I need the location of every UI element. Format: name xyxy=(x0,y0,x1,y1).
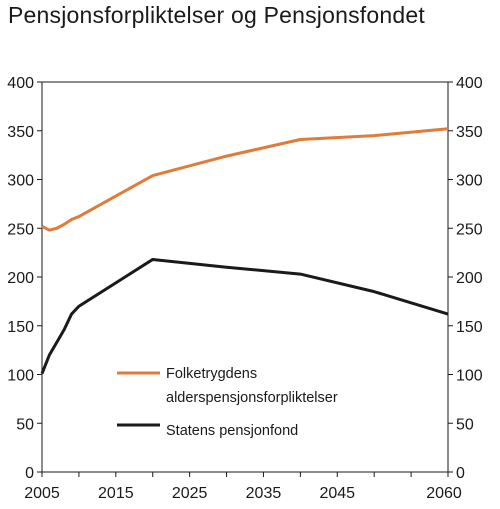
legend: Folketrygdens alderspensjonsforpliktelser… xyxy=(117,366,338,439)
y-tick-label-left: 50 xyxy=(16,416,34,433)
y-tick-label-left: 400 xyxy=(7,75,34,92)
y-tick-label-left: 250 xyxy=(7,221,34,238)
y-tick-label-right: 50 xyxy=(456,416,474,433)
axes: 0 0 50 50 100 100 150 150 200 200 250 250 300 300 350 3… xyxy=(7,75,483,502)
x-tick-label: 2035 xyxy=(246,485,282,502)
legend-label: Statens pensjonfond xyxy=(166,423,298,439)
y-tick-label-right: 100 xyxy=(456,368,483,385)
y-tick-label-left: 100 xyxy=(7,368,34,385)
y-tick-label-right: 150 xyxy=(456,319,483,336)
x-tick-label: 2015 xyxy=(98,485,134,502)
y-tick-label-right: 0 xyxy=(456,465,465,482)
chart-title: Pensjonsforpliktelser og Pensjonsfondet xyxy=(8,2,425,28)
y-tick-label-right: 250 xyxy=(456,221,483,238)
y-tick-label-left: 200 xyxy=(7,270,34,287)
y-tick-label-right: 350 xyxy=(456,124,483,141)
y-tick-label-right: 300 xyxy=(456,173,483,190)
y-tick-label-left: 350 xyxy=(7,124,34,141)
y-tick-label-right: 400 xyxy=(456,75,483,92)
series-line-1 xyxy=(41,127,449,232)
legend-label: alderspensjonsforpliktelser xyxy=(166,390,338,406)
x-tick-label: 2045 xyxy=(319,485,355,502)
x-tick-label: 2025 xyxy=(172,485,208,502)
plot-frame xyxy=(41,81,449,473)
legend-label: Folketrygdens xyxy=(166,366,257,382)
series-line-2 xyxy=(40,257,449,375)
y-tick-label-left: 300 xyxy=(7,173,34,190)
x-tick-label: 2005 xyxy=(24,485,60,502)
y-tick-label-left: 150 xyxy=(7,319,34,336)
series-lines xyxy=(40,127,449,375)
x-tick-label: 2060 xyxy=(426,485,462,502)
y-tick-label-left: 0 xyxy=(25,465,34,482)
y-tick-label-right: 200 xyxy=(456,270,483,287)
